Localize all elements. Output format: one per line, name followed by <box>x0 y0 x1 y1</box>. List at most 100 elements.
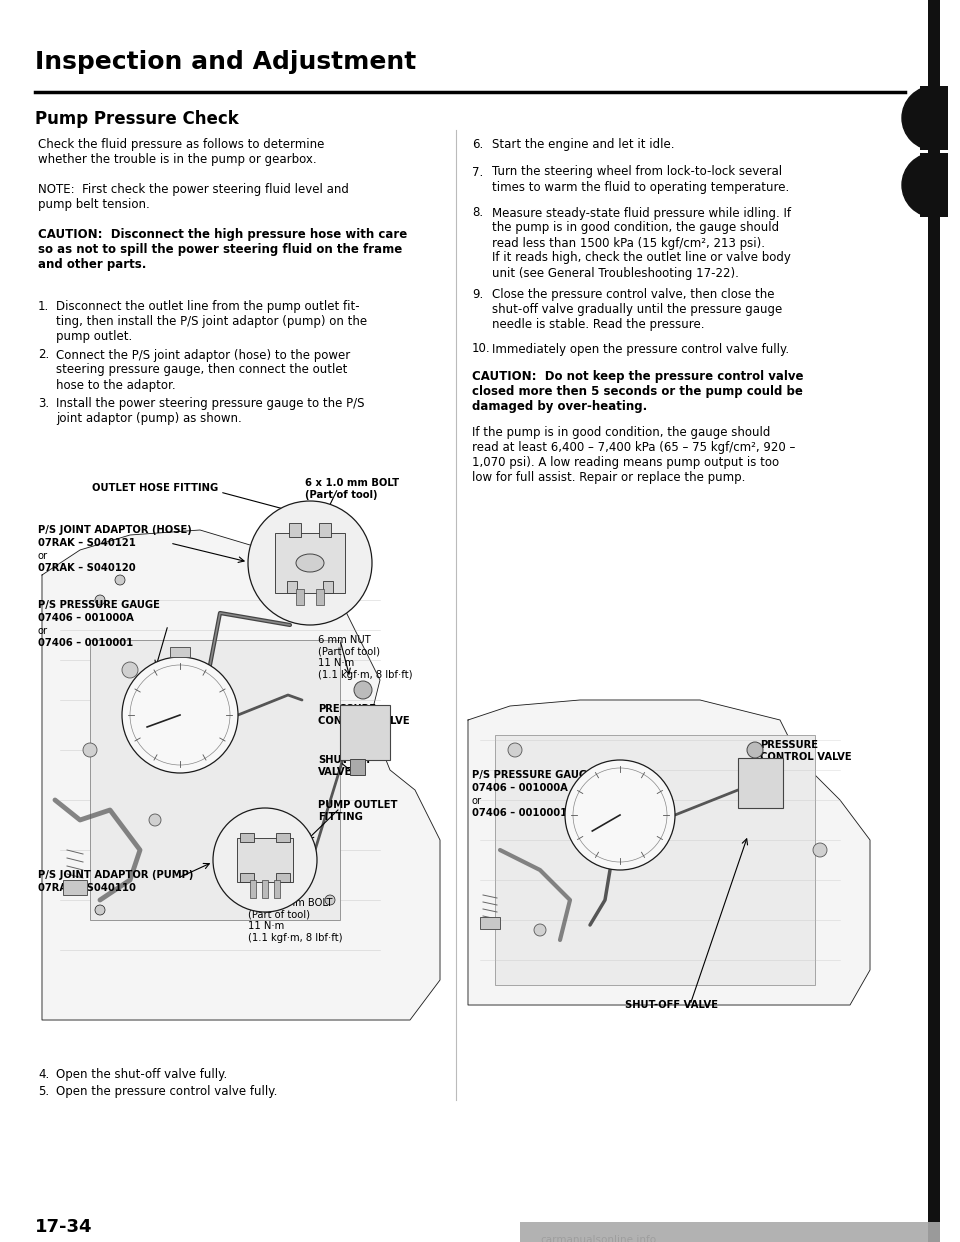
Text: Connect the P/S joint adaptor (hose) to the power
steering pressure gauge, then : Connect the P/S joint adaptor (hose) to … <box>56 349 350 391</box>
Bar <box>170 647 190 657</box>
Text: PUMP OUTLET
FITTING: PUMP OUTLET FITTING <box>318 800 397 822</box>
Bar <box>63 881 87 895</box>
Bar <box>240 873 254 882</box>
Circle shape <box>83 743 97 758</box>
Text: 6 mm NUT
(Part of tool)
11 N·m
(1.1 kgf·m, 8 lbf·ft): 6 mm NUT (Part of tool) 11 N·m (1.1 kgf·… <box>318 635 413 679</box>
Bar <box>274 881 280 898</box>
Bar <box>350 759 365 775</box>
Text: 07406 – 001000A: 07406 – 001000A <box>472 782 568 792</box>
Bar <box>323 581 333 592</box>
Text: Measure steady-state fluid pressure while idling. If
the pump is in good conditi: Measure steady-state fluid pressure whil… <box>492 206 791 279</box>
Text: Check the fluid pressure as follows to determine
whether the trouble is in the p: Check the fluid pressure as follows to d… <box>38 138 324 166</box>
Text: Open the pressure control valve fully.: Open the pressure control valve fully. <box>56 1086 277 1098</box>
Text: or: or <box>38 551 48 561</box>
Text: P/S PRESSURE GAUGE: P/S PRESSURE GAUGE <box>38 600 160 610</box>
Bar <box>319 523 331 537</box>
Bar <box>920 86 948 150</box>
Bar <box>250 881 256 898</box>
Text: 07406 – 0010001: 07406 – 0010001 <box>38 638 133 648</box>
Text: 07RAK – S040121: 07RAK – S040121 <box>38 538 136 548</box>
Bar <box>340 705 390 760</box>
Text: 10.: 10. <box>472 343 491 355</box>
Text: Pump Pressure Check: Pump Pressure Check <box>35 111 239 128</box>
Text: 7.: 7. <box>472 165 483 179</box>
Text: P/S JOINT ADAPTOR (HOSE): P/S JOINT ADAPTOR (HOSE) <box>38 525 192 535</box>
Circle shape <box>115 575 125 585</box>
Text: or: or <box>472 796 482 806</box>
Text: 6 x 1.0 mm BOLT
(Part of tool)
11 N·m
(1.1 kgf·m, 8 lbf·ft): 6 x 1.0 mm BOLT (Part of tool) 11 N·m (1… <box>248 898 343 943</box>
Text: 07406 – 001000A: 07406 – 001000A <box>38 614 133 623</box>
Bar <box>262 881 268 898</box>
Bar <box>275 533 345 592</box>
Text: or: or <box>38 626 48 636</box>
Text: SHUT-OFF VALVE: SHUT-OFF VALVE <box>625 1000 718 1010</box>
Bar <box>920 153 948 217</box>
Text: SHUT-OFF
VALVE: SHUT-OFF VALVE <box>318 755 373 776</box>
Text: P/S JOINT ADAPTOR (PUMP): P/S JOINT ADAPTOR (PUMP) <box>38 869 193 881</box>
Text: 5.: 5. <box>38 1086 49 1098</box>
Polygon shape <box>42 530 440 1020</box>
Bar <box>316 589 324 605</box>
Circle shape <box>534 924 546 936</box>
Bar <box>495 735 815 985</box>
Circle shape <box>95 595 105 605</box>
Bar <box>240 833 254 842</box>
Text: Install the power steering pressure gauge to the P/S
joint adaptor (pump) as sho: Install the power steering pressure gaug… <box>56 397 365 425</box>
Text: 6.: 6. <box>472 138 483 152</box>
Circle shape <box>248 501 372 625</box>
Text: 6 x 1.0 mm BOLT
(Part of tool): 6 x 1.0 mm BOLT (Part of tool) <box>305 478 399 499</box>
Text: Immediately open the pressure control valve fully.: Immediately open the pressure control va… <box>492 343 789 355</box>
Circle shape <box>747 741 763 758</box>
Text: 4.: 4. <box>38 1068 49 1081</box>
Text: 1.: 1. <box>38 301 49 313</box>
Circle shape <box>508 743 522 758</box>
Circle shape <box>315 575 325 585</box>
Bar <box>480 917 500 929</box>
Text: PRESSURE
CONTROL VALVE: PRESSURE CONTROL VALVE <box>318 704 410 725</box>
Text: Close the pressure control valve, then close the
shut-off valve gradually until : Close the pressure control valve, then c… <box>492 288 782 332</box>
Wedge shape <box>902 86 934 150</box>
Text: PRESSURE
CONTROL VALVE: PRESSURE CONTROL VALVE <box>760 740 852 761</box>
Text: Inspection and Adjustment: Inspection and Adjustment <box>35 50 417 75</box>
Bar <box>90 640 340 920</box>
Circle shape <box>122 657 238 773</box>
Bar <box>276 873 290 882</box>
Circle shape <box>149 814 161 826</box>
Bar <box>520 1222 940 1242</box>
Text: 17-34: 17-34 <box>35 1218 92 1236</box>
Circle shape <box>122 662 138 678</box>
Circle shape <box>354 681 372 699</box>
Circle shape <box>813 843 827 857</box>
Text: CAUTION:  Disconnect the high pressure hose with care
so as not to spill the pow: CAUTION: Disconnect the high pressure ho… <box>38 229 407 271</box>
Bar <box>296 589 304 605</box>
Ellipse shape <box>296 554 324 573</box>
Wedge shape <box>902 153 934 217</box>
Circle shape <box>325 895 335 905</box>
Circle shape <box>213 809 317 912</box>
Text: NOTE:  First check the power steering fluid level and
pump belt tension.: NOTE: First check the power steering flu… <box>38 183 348 211</box>
Text: carmanualsonline.info: carmanualsonline.info <box>540 1235 656 1242</box>
Circle shape <box>565 760 675 869</box>
Polygon shape <box>468 700 870 1005</box>
Text: 3.: 3. <box>38 397 49 410</box>
Circle shape <box>335 595 345 605</box>
Text: P/S PRESSURE GAUGE: P/S PRESSURE GAUGE <box>472 770 594 780</box>
Text: 8.: 8. <box>472 206 483 220</box>
Text: Open the shut-off valve fully.: Open the shut-off valve fully. <box>56 1068 228 1081</box>
Text: Disconnect the outlet line from the pump outlet fit-
ting, then install the P/S : Disconnect the outlet line from the pump… <box>56 301 367 343</box>
Text: 9.: 9. <box>472 288 483 301</box>
Bar <box>237 838 293 882</box>
Text: 2.: 2. <box>38 349 49 361</box>
Bar <box>276 833 290 842</box>
Bar <box>287 581 297 592</box>
Text: OUTLET HOSE FITTING: OUTLET HOSE FITTING <box>92 483 218 493</box>
Circle shape <box>95 905 105 915</box>
Text: 07RAK – S040120: 07RAK – S040120 <box>38 563 135 573</box>
Bar <box>928 0 940 1242</box>
Text: 07406 – 0010001: 07406 – 0010001 <box>472 809 567 818</box>
Text: Start the engine and let it idle.: Start the engine and let it idle. <box>492 138 675 152</box>
Text: CAUTION:  Do not keep the pressure control valve
closed more then 5 seconds or t: CAUTION: Do not keep the pressure contro… <box>472 370 804 414</box>
Text: Turn the steering wheel from lock-to-lock several
times to warm the fluid to ope: Turn the steering wheel from lock-to-loc… <box>492 165 789 194</box>
Text: If the pump is in good condition, the gauge should
read at least 6,400 – 7,400 k: If the pump is in good condition, the ga… <box>472 426 796 484</box>
Bar <box>738 758 783 809</box>
